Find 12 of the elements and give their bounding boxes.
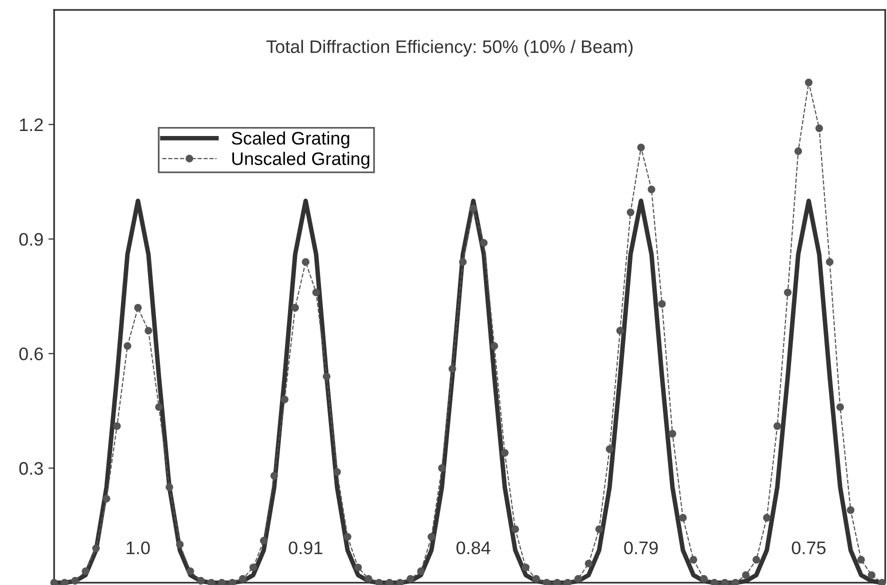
y-tick-label: 1.2	[20, 118, 43, 132]
annotation: 0.91	[288, 541, 322, 554]
legend-label: Unscaled Grating	[232, 152, 370, 169]
y-tick-label: 0.3	[19, 462, 43, 475]
annotation: 0.75	[792, 541, 826, 554]
y-tick-label: 0.6	[19, 348, 43, 360]
y-tick-label: 0.9	[19, 232, 43, 246]
annotation: 1.0	[126, 541, 150, 554]
text: Total Diffraction Efficiency: 50% (10% / Beam)	[266, 40, 633, 57]
legend-label: Scaled Grating	[232, 131, 350, 148]
annotation: 0.84	[456, 541, 490, 554]
annotation: 0.79	[624, 541, 658, 554]
